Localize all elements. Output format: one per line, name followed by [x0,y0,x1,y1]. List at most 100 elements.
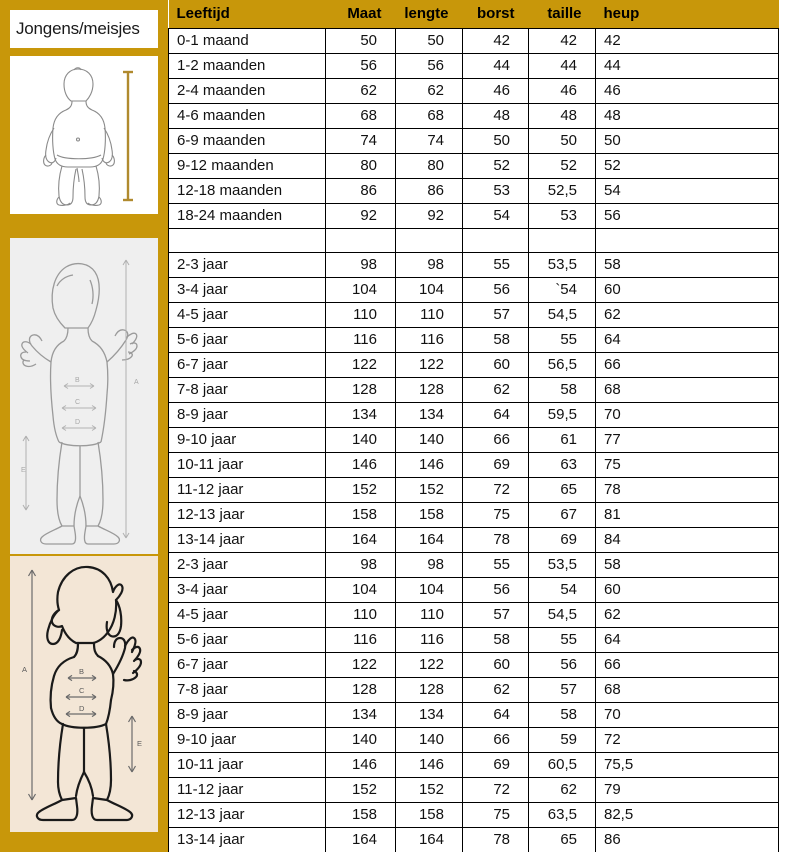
cell-borst: 62 [462,376,529,403]
cell-heup: 75 [595,451,779,478]
cell-borst: 60 [462,351,529,378]
header-taille: taille [528,0,596,28]
cell-taille: 53 [528,202,596,229]
cell-leeftijd: 3-4 jaar [168,576,326,603]
cell-lengte: 152 [395,776,463,803]
cell-taille: 58 [528,701,596,728]
cell-borst: 58 [462,626,529,653]
table-row: 7-8 jaar 128 128 62 58 68 [168,376,779,403]
svg-text:D: D [79,704,85,713]
cell-leeftijd: 12-13 jaar [168,501,326,528]
cell-lengte: 110 [395,601,463,628]
cell-borst: 78 [462,526,529,553]
cell-taille: 56 [528,651,596,678]
cell-taille: 50 [528,127,596,154]
svg-text:B: B [75,377,80,384]
table-row: 10-11 jaar 146 146 69 63 75 [168,451,779,478]
cell-lengte: 134 [395,701,463,728]
cell-lengte: 74 [395,127,463,154]
cell-taille: 46 [528,77,596,104]
cell-maat: 98 [325,251,396,278]
cell-taille: 52,5 [528,177,596,204]
cell-borst: 75 [462,501,529,528]
table-row: 13-14 jaar 164 164 78 69 84 [168,526,779,553]
cell-maat: 110 [325,601,396,628]
cell-taille: 55 [528,626,596,653]
cell-borst: 44 [462,52,529,79]
section-spacer-row [168,227,779,253]
cell-lengte: 98 [395,551,463,578]
table-row: 3-4 jaar 104 104 56 54 60 [168,576,779,603]
baby-figure-icon [43,67,133,206]
cell-heup: 86 [595,826,779,852]
cell-lengte: 116 [395,326,463,353]
cell-heup: 77 [595,426,779,453]
cell-maat: 146 [325,751,396,778]
spacer-cell [395,227,463,253]
cell-leeftijd: 7-8 jaar [168,376,326,403]
cell-lengte: 104 [395,576,463,603]
cell-lengte: 146 [395,751,463,778]
cell-leeftijd: 10-11 jaar [168,751,326,778]
cell-taille: 63,5 [528,801,596,828]
table-row: 2-4 maanden 62 62 46 46 46 [168,77,779,104]
cell-leeftijd: 8-9 jaar [168,701,326,728]
cell-leeftijd: 10-11 jaar [168,451,326,478]
cell-taille: 61 [528,426,596,453]
cell-maat: 62 [325,77,396,104]
table-row: 11-12 jaar 152 152 72 62 79 [168,776,779,803]
header-borst: borst [462,0,529,28]
cell-heup: 81 [595,501,779,528]
cell-maat: 146 [325,451,396,478]
header-lengte: lengte [395,0,463,28]
cell-leeftijd: 3-4 jaar [168,276,326,303]
cell-leeftijd: 13-14 jaar [168,826,326,852]
cell-leeftijd: 11-12 jaar [168,776,326,803]
cell-taille: 65 [528,826,596,852]
cell-taille: 62 [528,776,596,803]
cell-borst: 62 [462,676,529,703]
cell-maat: 98 [325,551,396,578]
svg-text:D: D [75,419,80,426]
cell-maat: 140 [325,426,396,453]
cell-lengte: 134 [395,401,463,428]
cell-leeftijd: 9-10 jaar [168,726,326,753]
cell-borst: 69 [462,451,529,478]
table-row: 0-1 maand 50 50 42 42 42 [168,27,779,54]
cell-heup: 66 [595,651,779,678]
cell-borst: 64 [462,701,529,728]
cell-heup: 52 [595,152,779,179]
cell-taille: 60,5 [528,751,596,778]
cell-maat: 116 [325,626,396,653]
cell-maat: 86 [325,177,396,204]
cell-borst: 42 [462,27,529,54]
cell-leeftijd: 6-7 jaar [168,351,326,378]
cell-borst: 64 [462,401,529,428]
header-row: Leeftijd Maat lengte borst taille heup [168,0,779,28]
cell-borst: 69 [462,751,529,778]
cell-taille: 56,5 [528,351,596,378]
cell-heup: 64 [595,326,779,353]
cell-leeftijd: 12-13 jaar [168,801,326,828]
cell-maat: 50 [325,27,396,54]
cell-lengte: 140 [395,726,463,753]
size-table-container: Leeftijd Maat lengte borst taille heup 0… [168,0,793,852]
cell-borst: 50 [462,127,529,154]
cell-heup: 60 [595,276,779,303]
cell-heup: 60 [595,576,779,603]
cell-borst: 60 [462,651,529,678]
table-row: 2-3 jaar 98 98 55 53,5 58 [168,551,779,578]
table-row: 5-6 jaar 116 116 58 55 64 [168,326,779,353]
cell-borst: 55 [462,551,529,578]
table-row: 12-13 jaar 158 158 75 63,5 82,5 [168,801,779,828]
cell-taille: 54 [528,576,596,603]
cell-lengte: 140 [395,426,463,453]
cell-taille: 53,5 [528,551,596,578]
cell-maat: 122 [325,651,396,678]
cell-heup: 70 [595,401,779,428]
cell-heup: 46 [595,77,779,104]
gender-label-box: Jongens/meisjes [10,10,158,48]
table-row: 9-10 jaar 140 140 66 59 72 [168,726,779,753]
cell-taille: 69 [528,526,596,553]
illustration-sidebar: Jongens/meisjes [0,0,168,852]
